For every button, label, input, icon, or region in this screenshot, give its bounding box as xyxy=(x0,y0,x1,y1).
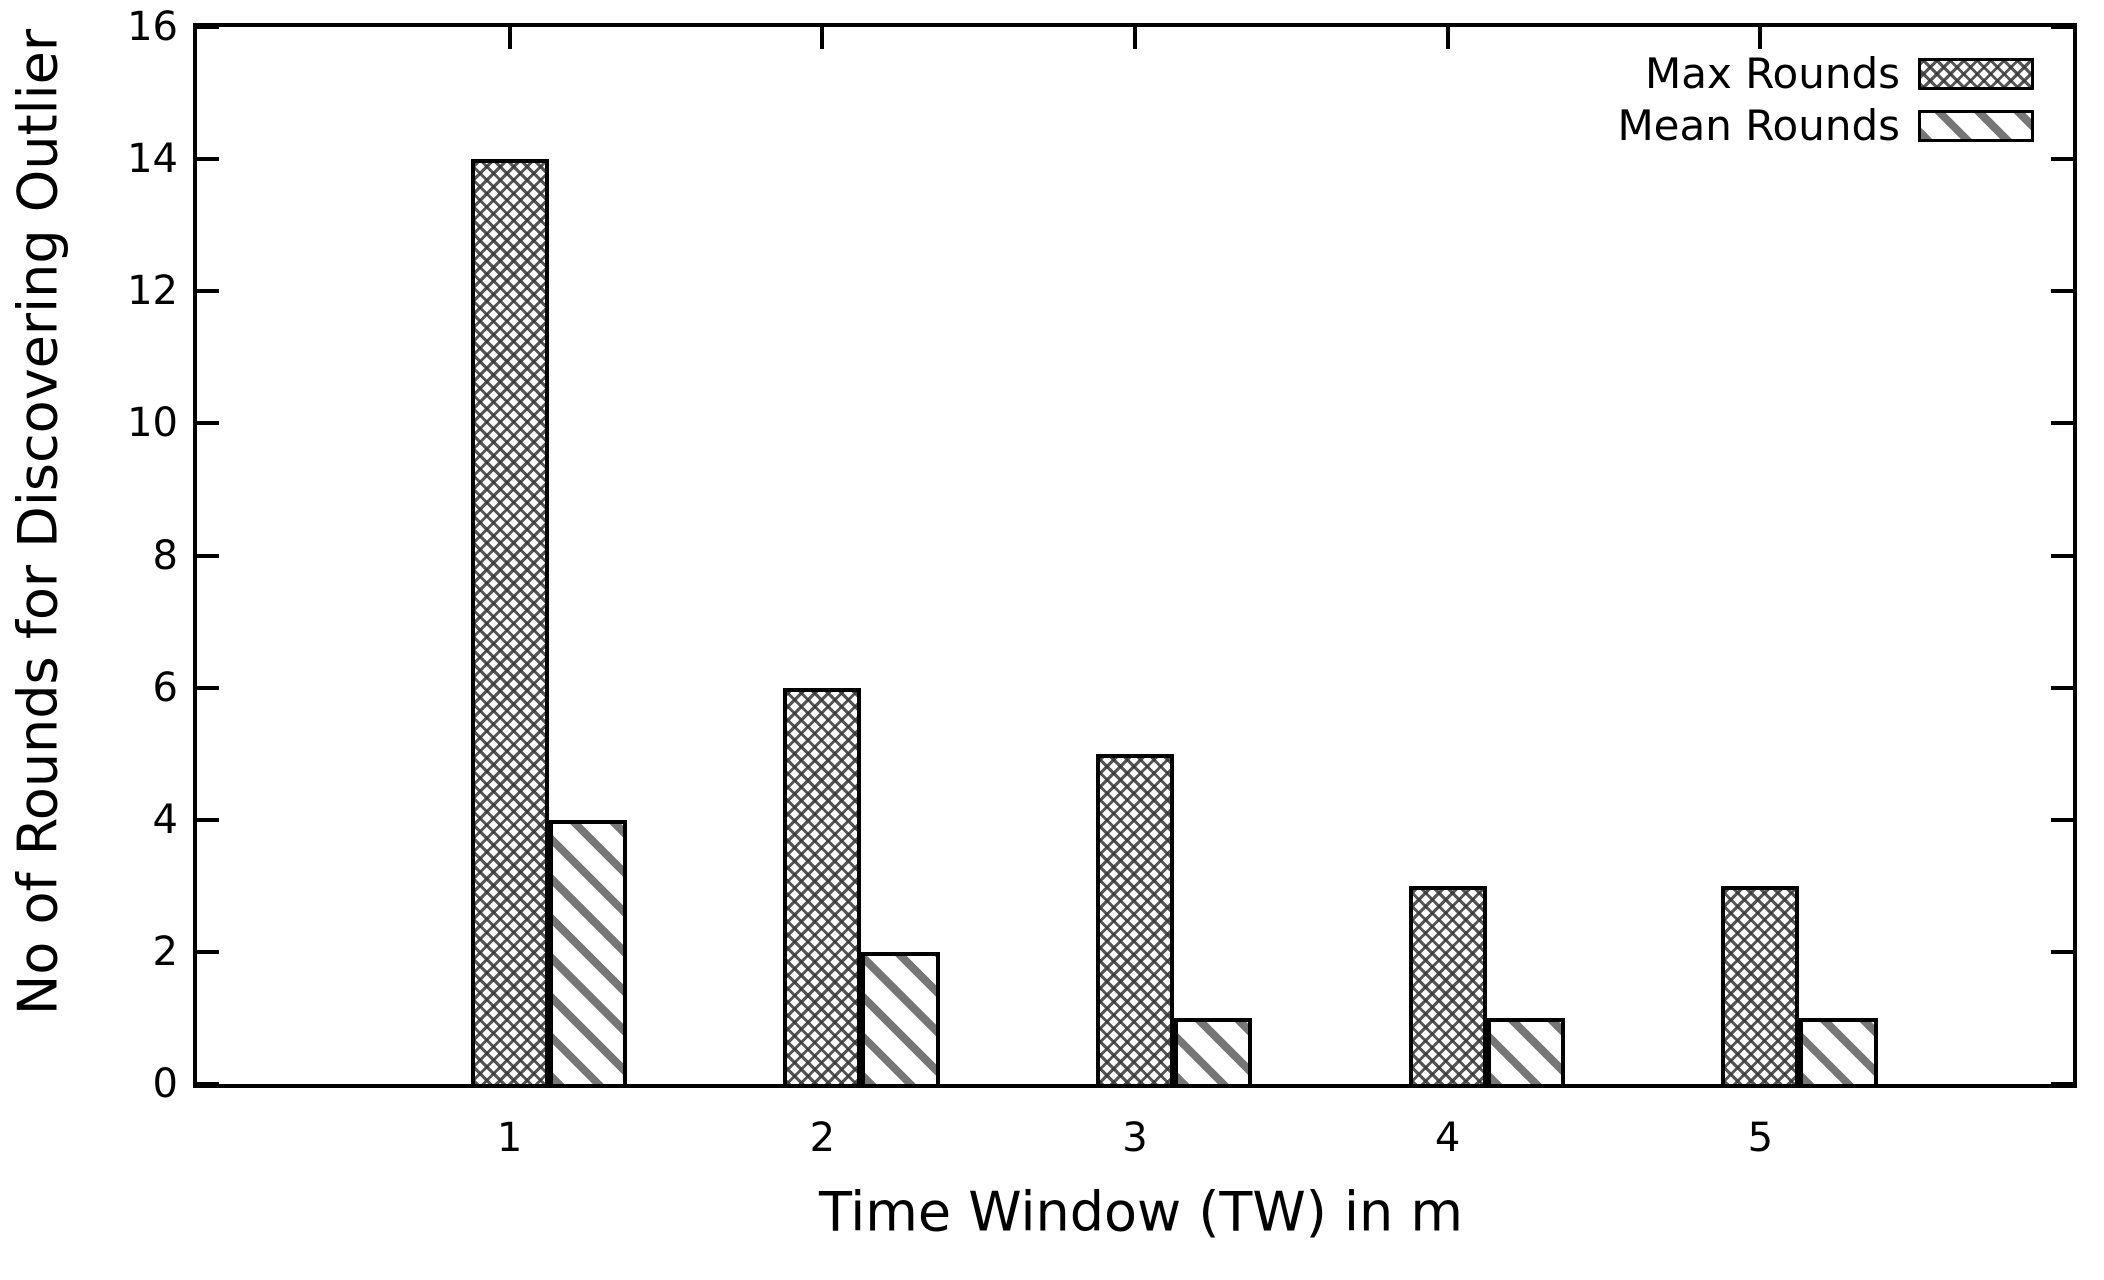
y-tick-left xyxy=(197,1082,219,1086)
x-tick-label: 2 xyxy=(809,1115,836,1161)
bar-max-rounds xyxy=(1095,753,1175,1084)
y-tick-left xyxy=(197,157,219,162)
x-tick-top xyxy=(820,27,825,49)
legend-label-mean-rounds: Mean Rounds xyxy=(1617,101,1900,150)
bar-max-rounds xyxy=(1721,885,1800,1084)
y-tick-left xyxy=(197,949,219,954)
y-tick-label: 14 xyxy=(127,136,178,183)
bar-max-rounds xyxy=(470,159,549,1084)
x-tick-label: 4 xyxy=(1434,1115,1461,1161)
y-tick-right xyxy=(2051,817,2073,822)
bar-mean-rounds xyxy=(1799,1017,1878,1084)
y-tick-label: 12 xyxy=(127,268,178,315)
legend-swatch-stripes-icon xyxy=(1918,110,2034,142)
y-tick-right xyxy=(2051,685,2073,690)
y-tick-right xyxy=(2051,553,2073,558)
y-tick-label: 8 xyxy=(152,532,178,579)
bar-mean-rounds xyxy=(548,819,627,1084)
bar-mean-rounds xyxy=(1486,1017,1565,1084)
x-tick-top xyxy=(507,27,512,49)
x-axis-title: Time Window (TW) in m xyxy=(818,1180,1464,1244)
y-tick-right xyxy=(2051,289,2073,294)
y-tick-left xyxy=(197,289,219,294)
x-tick-label: 1 xyxy=(496,1115,523,1161)
x-tick-top xyxy=(1133,27,1137,49)
y-tick-label: 10 xyxy=(127,400,178,447)
plot-area xyxy=(193,23,2077,1088)
y-tick-right xyxy=(2051,1082,2073,1086)
y-tick-right xyxy=(2051,421,2073,426)
y-tick-left xyxy=(197,685,219,690)
y-tick-label: 4 xyxy=(152,796,178,843)
y-tick-left xyxy=(197,25,219,29)
x-tick-label: 3 xyxy=(1122,1115,1148,1161)
legend-row-mean-rounds: Mean Rounds xyxy=(1617,104,2034,148)
legend: Max Rounds Mean Rounds xyxy=(1617,52,2034,148)
y-tick-left xyxy=(197,553,219,558)
y-tick-right xyxy=(2051,949,2073,954)
bar-max-rounds xyxy=(783,687,862,1084)
y-tick-right xyxy=(2051,25,2073,29)
y-tick-right xyxy=(2051,157,2073,162)
y-tick-label: 0 xyxy=(152,1061,178,1107)
x-tick-top xyxy=(1758,27,1763,49)
x-tick-top xyxy=(1445,27,1450,49)
y-tick-label: 2 xyxy=(152,928,178,975)
x-tick-label: 5 xyxy=(1747,1115,1774,1161)
bar-mean-rounds xyxy=(861,951,940,1084)
y-tick-left xyxy=(197,421,219,426)
legend-swatch-crosshatch-icon xyxy=(1918,58,2034,90)
y-tick-label: 6 xyxy=(152,664,178,711)
bar-mean-rounds xyxy=(1174,1017,1253,1084)
bar-max-rounds xyxy=(1408,885,1487,1084)
y-tick-label: 16 xyxy=(127,4,178,50)
y-tick-left xyxy=(197,817,219,822)
legend-row-max-rounds: Max Rounds xyxy=(1617,52,2034,96)
legend-label-max-rounds: Max Rounds xyxy=(1645,49,1900,98)
